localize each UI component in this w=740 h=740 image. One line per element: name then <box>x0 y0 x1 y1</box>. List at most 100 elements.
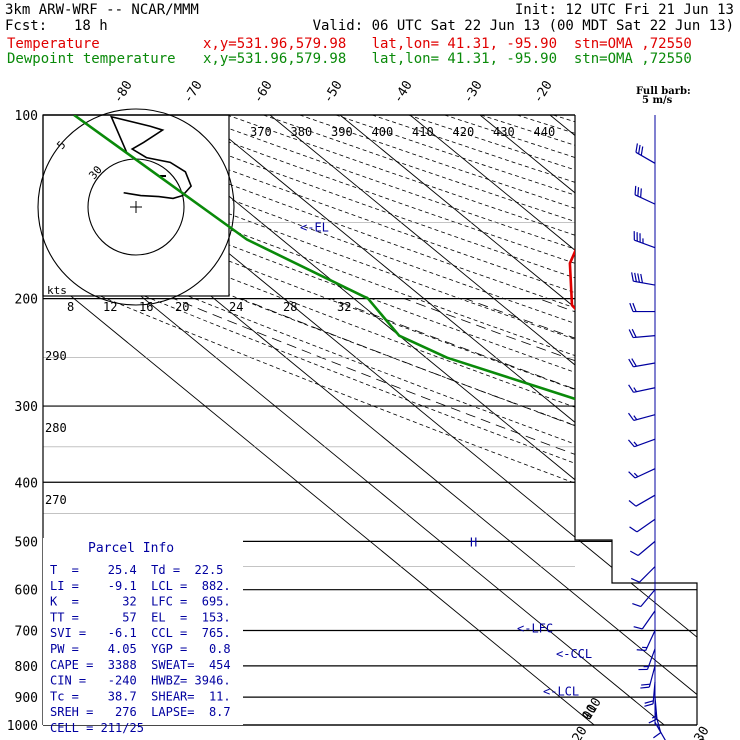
isotherm-line <box>409 115 697 725</box>
parcel-info-row: SVI = -6.1 CCL = 765. <box>50 626 231 640</box>
isotherm-label: -70 <box>181 78 206 106</box>
parcel-info-row: CAPE = 3388 SWEAT= 454 <box>50 658 231 672</box>
barb-shaft <box>641 610 656 630</box>
barb-flag <box>631 358 637 367</box>
barb-flag <box>644 703 654 707</box>
wind-barb <box>630 566 656 583</box>
isotherm-label: -40 <box>391 78 416 106</box>
parcel-info-row: CIN = -240 HWBZ= 3946. <box>50 674 231 688</box>
barb-shaft <box>633 335 656 339</box>
theta-label: 440 <box>534 125 556 139</box>
barb-flag <box>634 185 637 195</box>
pressure-tick-label: 600 <box>15 584 38 599</box>
plot-right-border <box>574 115 698 725</box>
isotherm-label: -80 <box>111 78 136 106</box>
speed-scale-label: 24 <box>229 300 243 314</box>
wind-barb <box>640 665 656 689</box>
model-title: 3km ARW-WRF -- NCAR/MMM <box>5 2 199 18</box>
pressure-tick-label: 100 <box>15 109 38 124</box>
barb-flag <box>628 412 635 421</box>
dry-adiabat <box>372 115 697 725</box>
forecast-hour: 18 h <box>74 18 108 34</box>
dry-adiabat <box>698 115 740 735</box>
moist-adiabat <box>624 298 697 725</box>
theta-label: 410 <box>412 125 434 139</box>
barb-flag <box>640 146 644 156</box>
isotherm-label: -50 <box>321 78 346 106</box>
level-marker: <-LCL <box>543 685 579 699</box>
barb-shaft <box>633 414 656 422</box>
isotherm-label: 20 <box>570 724 591 740</box>
level-marker: H <box>470 535 477 549</box>
barb-flag <box>648 718 658 724</box>
moist-adiabat <box>716 299 740 738</box>
speed-scale-label: 32 <box>337 300 351 314</box>
isotherm-label: 10 <box>580 702 601 723</box>
temperature-legend: Temperature <box>7 36 100 52</box>
barb-flag <box>644 700 654 704</box>
barb-flag <box>632 602 642 608</box>
forecast-label: Fcst: <box>5 18 48 34</box>
wind-barb <box>628 412 656 422</box>
pressure-tick-label: 900 <box>15 691 38 706</box>
parcel-info-row: TT = 57 EL = 153. <box>50 610 231 624</box>
barb-flag <box>641 683 651 686</box>
barb-flag <box>627 439 635 448</box>
dry-adiabat <box>625 115 697 725</box>
isotherm-line <box>43 115 595 725</box>
wind-barb <box>630 540 656 557</box>
isotherm-label: -30 <box>461 78 486 106</box>
wind-barb <box>629 518 656 533</box>
barb-shaft <box>640 589 656 607</box>
barb-shaft <box>635 494 656 507</box>
parcel-info-row: T = 25.4 Td = 22.5 <box>50 563 223 577</box>
barb-flag <box>633 441 638 447</box>
barb-flag <box>634 272 637 282</box>
wind-barb <box>629 302 655 313</box>
parcel-info-row: SREH = 276 LAPSE= 8.7 <box>50 705 231 719</box>
barb-flag <box>640 188 642 198</box>
dry-adiabat <box>553 115 697 725</box>
speed-scale-label: 8 <box>67 300 74 314</box>
theta-label: 400 <box>372 125 394 139</box>
parcel-info-row: LI = -9.1 LCL = 882. <box>50 579 231 593</box>
dry-adiabat <box>227 115 697 725</box>
speed-scale-label: 28 <box>283 300 297 314</box>
isotherm-label: -20 <box>531 78 556 106</box>
hodograph-ring <box>37 108 235 306</box>
wind-barb <box>628 328 656 339</box>
dry-adiabat <box>444 115 697 725</box>
pressure-tick-label: 200 <box>15 293 38 308</box>
height-label: 270 <box>45 493 67 507</box>
isotherm-line <box>199 115 697 725</box>
speed-unit-label: kts <box>47 284 67 297</box>
wind-barb <box>635 143 656 164</box>
theta-label: 380 <box>291 125 313 139</box>
barb-flag <box>628 471 636 479</box>
wind-barb <box>633 610 656 630</box>
barb-shaft <box>634 468 656 479</box>
pressure-tick-label: 300 <box>15 400 38 415</box>
height-label: 290 <box>45 349 67 363</box>
wind-barb <box>653 711 662 739</box>
parcel-info-box <box>43 538 243 725</box>
barb-flag <box>638 144 641 154</box>
theta-label: 390 <box>331 125 353 139</box>
barb-flag <box>632 302 637 312</box>
barb-flag <box>653 732 662 739</box>
dewpoint-legend: Dewpoint temperature <box>7 51 176 67</box>
wind-barb <box>638 648 656 671</box>
barb-shaft <box>652 681 656 704</box>
level-marker: <-CCL <box>556 647 592 661</box>
barb-flag <box>631 272 634 282</box>
valid-time: Valid: 06 UTC Sat 22 Jun 13 (00 MDT Sat … <box>312 18 734 34</box>
wind-barb <box>628 358 656 368</box>
barb-shaft <box>634 194 656 205</box>
barb-flag <box>629 302 634 312</box>
isotherm-line <box>269 115 697 725</box>
moist-adiabat <box>330 298 697 725</box>
level-marker: <-EL <box>300 221 329 235</box>
barb-shaft <box>637 540 656 556</box>
barb-flag <box>636 649 646 652</box>
